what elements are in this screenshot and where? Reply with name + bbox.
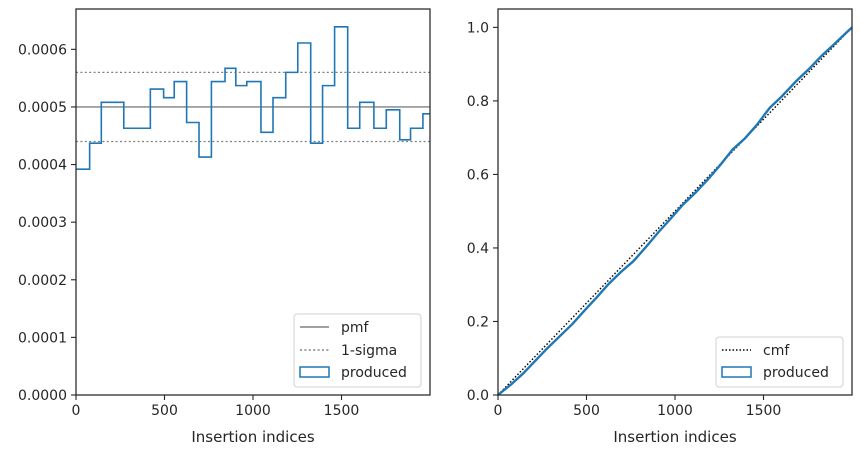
cmf-plot-area bbox=[497, 26, 853, 396]
cmf-chart: 0 500 1000 1500 0.0 0.2 0.4 0.6 0.8 1.0 Insertion… bbox=[467, 8, 853, 446]
pmf-y-tick-label: 0.0003 bbox=[18, 215, 67, 231]
cmf-y-tick-label: 0.0 bbox=[467, 388, 489, 404]
cmf-legend: cmf produced bbox=[715, 336, 844, 388]
pmf-y-tick-label: 0.0000 bbox=[18, 388, 67, 404]
legend-pmf-label: pmf bbox=[341, 320, 370, 336]
pmf-y-tick-label: 0.0004 bbox=[18, 158, 67, 174]
produced-histogram-step bbox=[76, 26, 430, 170]
pmf-x-tick-label: 500 bbox=[151, 403, 178, 419]
pmf-legend: pmf 1-sigma produced bbox=[293, 313, 422, 388]
pmf-y-tick-label: 0.0006 bbox=[18, 42, 67, 58]
legend-cmf-label: cmf bbox=[763, 343, 790, 359]
cmf-y-tick-label: 0.2 bbox=[467, 314, 489, 330]
cmf-x-tick-label: 1000 bbox=[657, 403, 693, 419]
legend-produced-patch bbox=[299, 366, 330, 378]
cmf-x-tick-label: 500 bbox=[573, 403, 600, 419]
cmf-x-tick-label: 1500 bbox=[746, 403, 782, 419]
cmf-x-tick-label: 0 bbox=[494, 403, 503, 419]
cmf-y-tick-label: 1.0 bbox=[467, 20, 489, 36]
cmf-y-tick-label: 0.8 bbox=[467, 94, 489, 110]
pmf-x-tick-label: 0 bbox=[72, 403, 81, 419]
pmf-x-axis-label: Insertion indices bbox=[191, 428, 314, 446]
pmf-axes: 0 500 1000 1500 0.0000 0.0001 0.0002 0.0003 0.00… bbox=[18, 8, 431, 419]
produced-cmf-line bbox=[497, 26, 853, 396]
pmf-legend-box bbox=[293, 313, 422, 388]
pmf-histogram-chart: 0 500 1000 1500 0.0000 0.0001 0.0002 0.0003 0.00… bbox=[18, 8, 431, 446]
legend-produced-label: produced bbox=[341, 365, 407, 381]
legend-produced-label: produced bbox=[763, 365, 829, 381]
pmf-x-tick-label: 1000 bbox=[235, 403, 271, 419]
legend-sigma-label: 1-sigma bbox=[341, 343, 397, 359]
cmf-y-tick-label: 0.4 bbox=[467, 241, 489, 257]
pmf-y-tick-label: 0.0002 bbox=[18, 273, 67, 289]
cmf-y-tick-label: 0.6 bbox=[467, 167, 489, 183]
cmf-axes: 0 500 1000 1500 0.0 0.2 0.4 0.6 0.8 1.0 bbox=[467, 8, 853, 419]
pmf-plot-area bbox=[76, 26, 430, 170]
pmf-y-tick-label: 0.0001 bbox=[18, 330, 67, 346]
pmf-x-tick-label: 1500 bbox=[324, 403, 360, 419]
pmf-y-tick-label: 0.0005 bbox=[18, 100, 67, 116]
cmf-line bbox=[497, 26, 853, 396]
cmf-x-axis-label: Insertion indices bbox=[613, 428, 736, 446]
legend-produced-patch bbox=[721, 366, 752, 378]
